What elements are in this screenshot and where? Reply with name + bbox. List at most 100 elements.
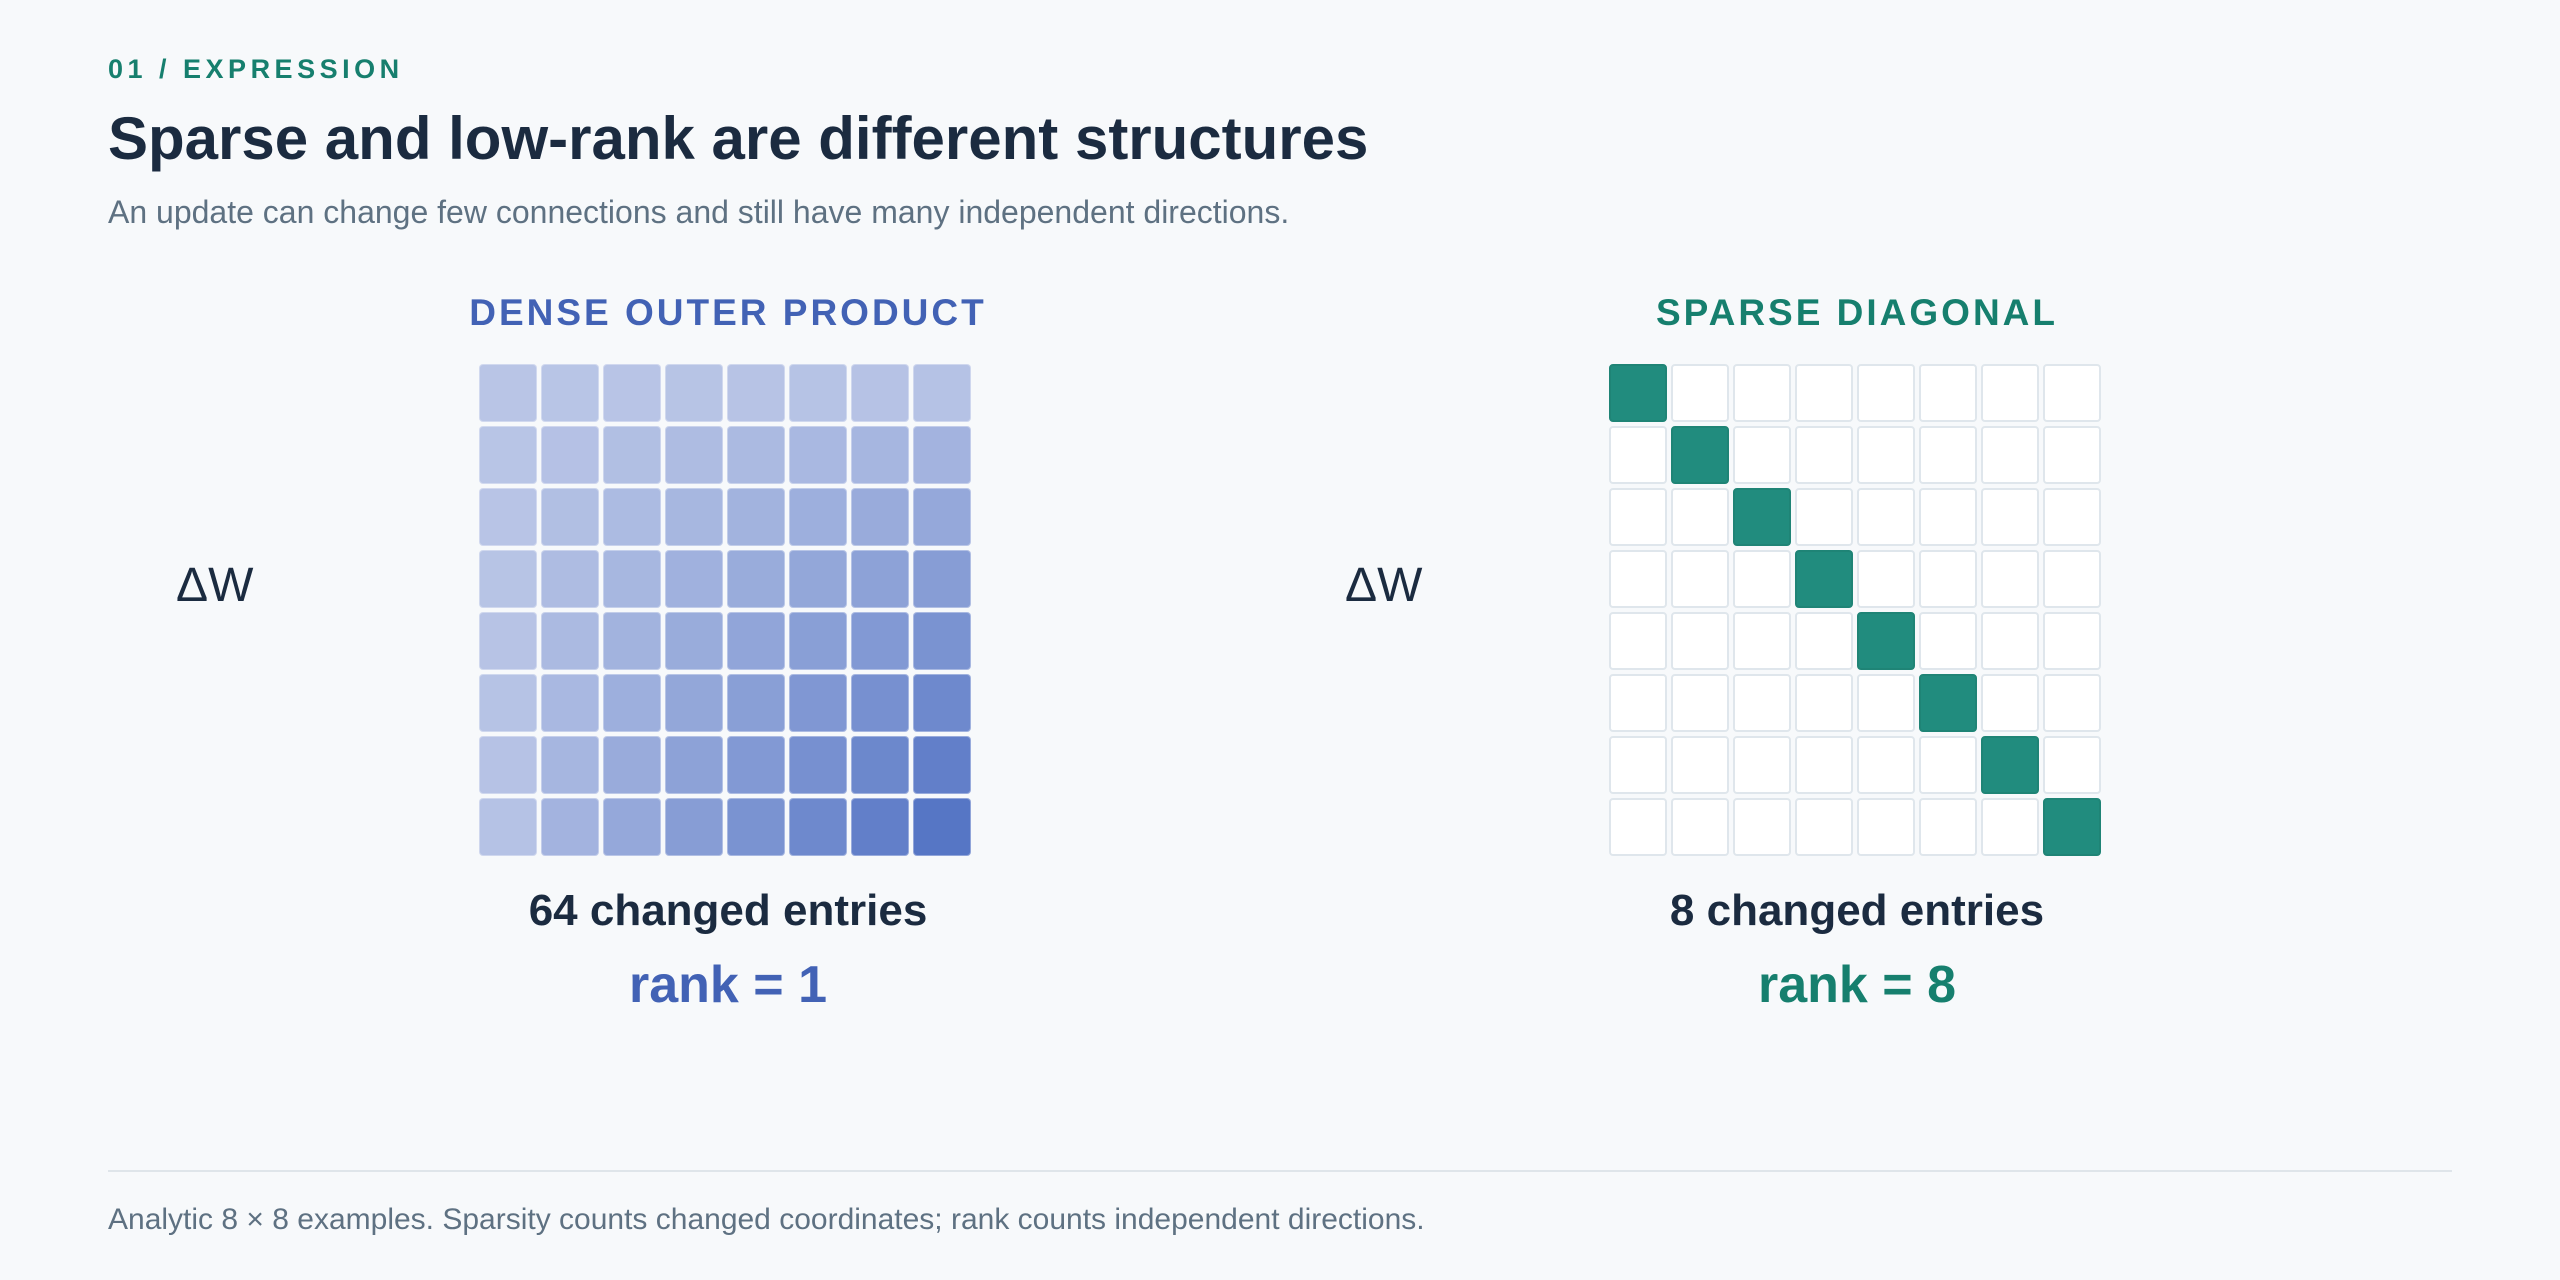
- dense-cell: [541, 612, 599, 670]
- dense-cell: [603, 798, 661, 856]
- dense-cell: [851, 736, 909, 794]
- sparse-cell: [1857, 674, 1915, 732]
- sparse-cell: [1919, 736, 1977, 794]
- sparse-cell: [1981, 426, 2039, 484]
- sparse-cell: [1671, 550, 1729, 608]
- sparse-panel-label: SPARSE DIAGONAL: [1655, 292, 2058, 333]
- sparse-cell-changed: [1795, 550, 1853, 608]
- sparse-cell: [1981, 364, 2039, 422]
- sparse-cell: [1857, 488, 1915, 546]
- sparse-cell: [1919, 426, 1977, 484]
- sparse-cell: [1609, 736, 1667, 794]
- sparse-cell: [2043, 674, 2101, 732]
- sparse-matrix-symbol: ΔW: [1345, 559, 1423, 612]
- dense-matrix-symbol: ΔW: [176, 559, 254, 612]
- sparse-cell: [1981, 798, 2039, 856]
- sparse-cell-changed: [1919, 674, 1977, 732]
- dense-cell: [851, 426, 909, 484]
- dense-cell: [479, 364, 537, 422]
- sparse-cell-changed: [1857, 612, 1915, 670]
- dense-cell: [851, 550, 909, 608]
- dense-cell: [665, 550, 723, 608]
- dense-cell: [665, 736, 723, 794]
- sparse-cell: [1733, 550, 1791, 608]
- sparse-cell: [1733, 798, 1791, 856]
- dense-cell: [789, 488, 847, 546]
- sparse-cell: [1795, 674, 1853, 732]
- sparse-cell: [2043, 550, 2101, 608]
- sparse-cell: [1857, 364, 1915, 422]
- dense-cell: [913, 674, 971, 732]
- dense-rank: rank = 1: [628, 956, 828, 1014]
- sparse-cell: [1857, 798, 1915, 856]
- sparse-cell: [1609, 426, 1667, 484]
- dense-matrix-grid: [479, 364, 975, 860]
- sparse-cell: [1981, 674, 2039, 732]
- dense-cell: [851, 798, 909, 856]
- dense-cell: [479, 550, 537, 608]
- page-title: Sparse and low-rank are different struct…: [108, 105, 1369, 172]
- dense-cell: [479, 736, 537, 794]
- dense-cell: [541, 488, 599, 546]
- sparse-changed-count: 8 changed entries: [1669, 886, 2045, 935]
- sparse-cell: [2043, 364, 2101, 422]
- sparse-cell: [1733, 736, 1791, 794]
- dense-cell: [913, 426, 971, 484]
- dense-cell: [789, 426, 847, 484]
- dense-cell: [789, 798, 847, 856]
- sparse-cell-changed: [1981, 736, 2039, 794]
- sparse-matrix-grid: [1609, 364, 2105, 860]
- dense-cell: [727, 736, 785, 794]
- sparse-cell: [1981, 612, 2039, 670]
- dense-cell: [603, 426, 661, 484]
- sparse-cell: [1671, 488, 1729, 546]
- sparse-cell: [1981, 488, 2039, 546]
- sparse-cell: [1733, 426, 1791, 484]
- sparse-rank: rank = 8: [1757, 956, 1957, 1014]
- dense-cell: [789, 612, 847, 670]
- sparse-cell-changed: [1733, 488, 1791, 546]
- sparse-cell: [1671, 612, 1729, 670]
- sparse-cell: [1919, 488, 1977, 546]
- dense-cell: [727, 798, 785, 856]
- dense-cell: [727, 488, 785, 546]
- sparse-cell: [1919, 798, 1977, 856]
- sparse-cell-changed: [1609, 364, 1667, 422]
- footer-note: Analytic 8 × 8 examples. Sparsity counts…: [108, 1203, 1425, 1236]
- dense-cell: [479, 798, 537, 856]
- dense-cell: [727, 426, 785, 484]
- dense-cell: [665, 612, 723, 670]
- sparse-cell: [1609, 674, 1667, 732]
- sparse-cell: [2043, 488, 2101, 546]
- page-subtitle: An update can change few connections and…: [108, 194, 1290, 230]
- dense-cell: [789, 364, 847, 422]
- dense-cell: [479, 674, 537, 732]
- section-eyebrow: 01 / EXPRESSION: [108, 54, 404, 84]
- sparse-cell: [1857, 736, 1915, 794]
- dense-cell: [913, 736, 971, 794]
- footer-divider: [108, 1170, 2452, 1172]
- sparse-cell: [1981, 550, 2039, 608]
- sparse-cell: [1609, 798, 1667, 856]
- dense-cell: [541, 736, 599, 794]
- dense-cell: [603, 550, 661, 608]
- dense-cell: [913, 364, 971, 422]
- dense-cell: [913, 798, 971, 856]
- sparse-cell: [1609, 612, 1667, 670]
- dense-cell: [665, 426, 723, 484]
- sparse-cell: [2043, 612, 2101, 670]
- dense-cell: [665, 674, 723, 732]
- dense-cell: [541, 798, 599, 856]
- dense-cell: [665, 798, 723, 856]
- dense-cell: [479, 426, 537, 484]
- sparse-cell-changed: [1671, 426, 1729, 484]
- sparse-cell: [1671, 674, 1729, 732]
- dense-cell: [603, 488, 661, 546]
- dense-cell: [727, 612, 785, 670]
- dense-cell: [913, 488, 971, 546]
- sparse-cell: [1795, 612, 1853, 670]
- sparse-cell: [1671, 798, 1729, 856]
- sparse-cell: [1857, 550, 1915, 608]
- dense-cell: [789, 674, 847, 732]
- dense-cell: [851, 612, 909, 670]
